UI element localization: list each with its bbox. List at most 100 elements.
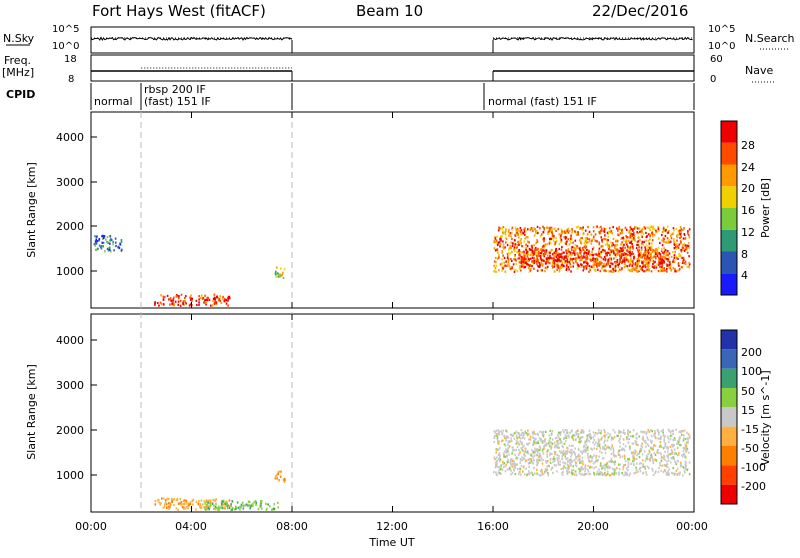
x-tick-label-5: 20:00 <box>577 520 609 533</box>
heatmap-cell <box>570 449 573 452</box>
heatmap-cell <box>631 233 633 236</box>
heatmap-cell <box>202 297 204 300</box>
heatmap-cell <box>513 270 516 273</box>
heatmap-cell <box>641 262 644 265</box>
power-colorbar-swatch <box>721 208 737 230</box>
heatmap-cell <box>278 470 281 473</box>
heatmap-cell <box>653 234 656 237</box>
heatmap-cell <box>682 449 685 452</box>
power-ylabel: Slant Range [km] <box>25 162 38 258</box>
heatmap-cell <box>545 251 548 254</box>
heatmap-cell <box>617 263 620 267</box>
heatmap-cell <box>511 458 513 461</box>
heatmap-cell <box>649 228 651 231</box>
heatmap-cell <box>584 464 587 467</box>
heatmap-cell <box>615 455 617 458</box>
heatmap-cell <box>166 506 168 510</box>
heatmap-cell <box>661 267 664 270</box>
heatmap-cell <box>560 234 562 237</box>
heatmap-cell <box>531 244 533 247</box>
heatmap-cell <box>547 232 549 235</box>
heatmap-cell <box>682 246 684 250</box>
heatmap-cell <box>120 238 123 242</box>
heatmap-cell <box>167 497 170 501</box>
heatmap-cell <box>626 472 628 475</box>
heatmap-cell <box>547 259 550 262</box>
heatmap-cell <box>664 444 667 447</box>
heatmap-cell <box>590 447 592 450</box>
heatmap-cell <box>566 457 569 460</box>
heatmap-cell <box>100 247 103 250</box>
heatmap-cell <box>605 254 608 257</box>
power-colorbar-swatch <box>721 273 737 295</box>
heatmap-cell <box>604 434 606 437</box>
heatmap-cell <box>558 446 560 449</box>
heatmap-cell <box>626 247 629 250</box>
heatmap-cell <box>532 253 535 257</box>
heatmap-cell <box>660 430 663 433</box>
heatmap-cell <box>584 254 587 257</box>
heatmap-cell <box>509 433 512 436</box>
heatmap-cell <box>555 263 558 266</box>
heatmap-cell <box>537 448 539 452</box>
heatmap-cell <box>514 268 516 271</box>
heatmap-cell <box>223 502 226 505</box>
heatmap-cell <box>516 270 519 273</box>
heatmap-cell <box>220 301 223 304</box>
heatmap-cell <box>649 235 651 238</box>
heatmap-cell <box>614 262 617 265</box>
heatmap-cell <box>562 264 565 267</box>
heatmap-cell <box>507 450 509 453</box>
heatmap-cell <box>495 260 497 264</box>
heatmap-cell <box>681 256 683 260</box>
heatmap-cell <box>180 293 183 296</box>
heatmap-cell <box>529 253 532 257</box>
heatmap-cell <box>539 474 541 477</box>
heatmap-cell <box>533 441 535 444</box>
heatmap-cell <box>538 445 541 448</box>
heatmap-cell <box>548 242 551 245</box>
heatmap-cell <box>508 247 511 250</box>
heatmap-cell <box>532 433 534 436</box>
heatmap-cell <box>592 237 595 240</box>
heatmap-cell <box>579 259 581 262</box>
heatmap-cell <box>245 503 248 506</box>
heatmap-cell <box>662 471 665 474</box>
heatmap-cell <box>163 295 166 299</box>
heatmap-cell <box>653 432 655 436</box>
heatmap-cell <box>503 261 506 264</box>
heatmap-cell <box>652 262 654 266</box>
heatmap-cell <box>598 232 601 235</box>
heatmap-cell <box>639 466 642 470</box>
heatmap-cell <box>178 502 181 505</box>
heatmap-cell <box>509 462 512 465</box>
heatmap-cell <box>561 261 563 264</box>
heatmap-cell <box>107 241 110 245</box>
heatmap-cell <box>541 259 544 262</box>
heatmap-cell <box>221 502 223 505</box>
heatmap-cell <box>646 458 649 461</box>
heatmap-cell <box>511 237 513 241</box>
heatmap-cell <box>645 250 648 253</box>
heatmap-cell <box>598 443 601 446</box>
heatmap-cell <box>628 458 631 461</box>
velocity-cbar-tick-15: 15 <box>741 404 755 417</box>
heatmap-cell <box>596 258 599 261</box>
heatmap-cell <box>551 442 553 445</box>
heatmap-cell <box>585 449 587 452</box>
heatmap-cell <box>646 443 649 446</box>
velocity-colorbar-swatch <box>721 446 737 466</box>
heatmap-cell <box>538 254 541 258</box>
heatmap-cell <box>577 264 580 267</box>
heatmap-cell <box>259 505 262 509</box>
heatmap-cell <box>641 442 643 445</box>
heatmap-cell <box>200 499 203 502</box>
heatmap-cell <box>507 248 510 251</box>
heatmap-cell <box>551 233 554 236</box>
heatmap-cell <box>609 248 612 251</box>
heatmap-cell <box>648 245 651 248</box>
heatmap-cell <box>621 267 623 270</box>
heatmap-cell <box>627 441 630 444</box>
x-axis-label: Time UT <box>368 536 414 549</box>
heatmap-cell <box>568 261 571 264</box>
